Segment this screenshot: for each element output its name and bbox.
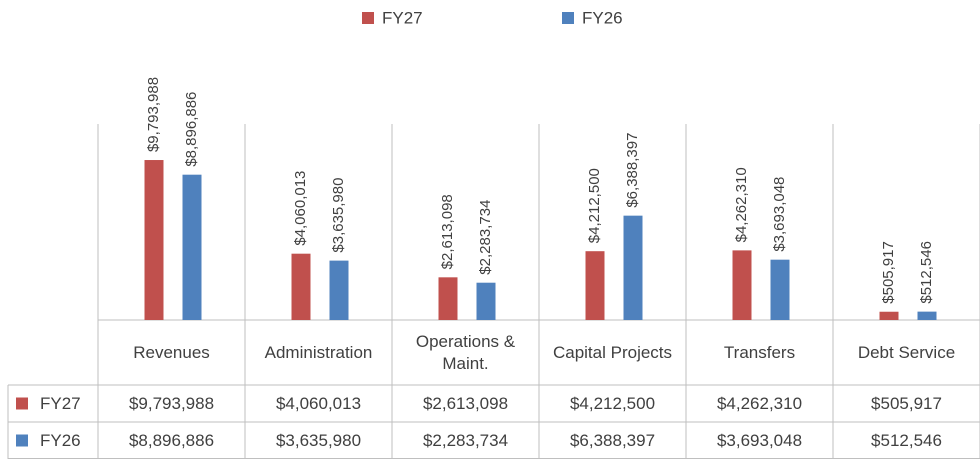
table-value: $4,212,500	[570, 394, 655, 413]
data-label: $512,546	[918, 241, 935, 304]
table-legend-key	[16, 434, 28, 447]
data-label: $4,212,500	[586, 168, 603, 243]
table-value: $512,546	[871, 431, 942, 450]
table-row-label: FY27	[40, 394, 81, 413]
table-value: $3,635,980	[276, 431, 361, 450]
data-label: $9,793,988	[145, 77, 162, 152]
table-value: $6,388,397	[570, 431, 655, 450]
table-value: $2,613,098	[423, 394, 508, 413]
bar	[438, 277, 458, 320]
table-value: $3,693,048	[717, 431, 802, 450]
legend-label: FY27	[382, 8, 423, 27]
legend-swatch	[362, 12, 374, 24]
data-label: $505,917	[880, 241, 897, 304]
bar	[623, 215, 643, 320]
bar	[144, 160, 164, 320]
data-label: $2,613,098	[439, 194, 456, 269]
table-value: $505,917	[871, 394, 942, 413]
data-label: $3,693,048	[771, 177, 788, 252]
data-label: $6,388,397	[624, 133, 641, 208]
table-value: $2,283,734	[423, 431, 508, 450]
table-row-label: FY26	[40, 431, 81, 450]
bar	[182, 174, 202, 320]
category-label: Transfers	[723, 342, 796, 362]
bar	[476, 282, 496, 320]
bar	[732, 250, 752, 320]
category-label: Debt Service	[857, 342, 956, 362]
bar	[585, 251, 605, 320]
category-label: Operations & Maint.	[415, 331, 516, 373]
table-legend-key	[16, 397, 28, 410]
data-label: $4,060,013	[292, 171, 309, 246]
category-label: Revenues	[133, 342, 210, 362]
data-label: $4,262,310	[733, 167, 750, 242]
table-value: $9,793,988	[129, 394, 214, 413]
legend-label: FY26	[582, 8, 623, 27]
table-value: $4,060,013	[276, 394, 361, 413]
table-value: $4,262,310	[717, 394, 802, 413]
category-label: Capital Projects	[552, 342, 673, 362]
data-label: $2,283,734	[477, 200, 494, 275]
data-label: $3,635,980	[330, 178, 347, 253]
data-label: $8,896,886	[183, 92, 200, 167]
category-label: Administration	[264, 342, 373, 362]
table-value: $8,896,886	[129, 431, 214, 450]
bar	[879, 311, 899, 320]
bar	[770, 259, 790, 320]
bar	[917, 311, 937, 320]
bar	[329, 260, 349, 320]
bar	[291, 253, 311, 320]
legend-swatch	[562, 12, 574, 24]
